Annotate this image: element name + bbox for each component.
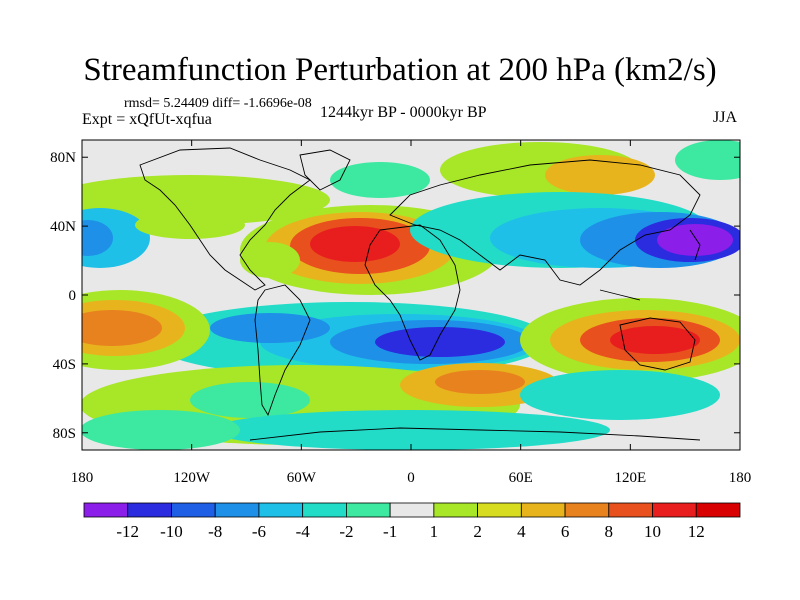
lat-label: 40S	[53, 357, 76, 373]
lon-label: 60W	[287, 470, 317, 486]
lon-label: 180	[71, 470, 94, 486]
colorbar-box	[652, 502, 697, 518]
colorbar-label: 12	[688, 522, 705, 541]
stats-text: rmsd= 5.24409 diff= -1.6696e-08	[124, 96, 312, 111]
australia-coast	[619, 317, 696, 371]
field-blob	[210, 313, 330, 343]
season-label: JJA	[713, 109, 738, 126]
colorbar-label: 1	[430, 522, 439, 541]
field-blob	[657, 224, 733, 256]
colorbar-box	[695, 502, 741, 518]
field-blob	[675, 140, 740, 180]
field-blob	[82, 310, 162, 346]
colorbar-labels: -12 -10 -8 -6 -4 -2 -1 1 2 4 6 8 10 12	[116, 522, 704, 541]
colorbar-label: 2	[473, 522, 482, 541]
colorbar-box	[127, 502, 172, 518]
colorbar-label: -10	[160, 522, 183, 541]
greenland-coast	[299, 149, 351, 191]
south-america-coast	[254, 284, 311, 417]
colorbar-boxes	[83, 502, 741, 518]
colorbar-label: 4	[517, 522, 526, 541]
colorbar-box	[83, 502, 129, 518]
field-blob	[435, 370, 525, 394]
field-blob	[310, 226, 400, 262]
colorbar-box	[258, 502, 304, 518]
field-blob	[520, 370, 720, 420]
indonesia-coast	[599, 289, 641, 301]
colorbar-label: 6	[561, 522, 570, 541]
japan-coast	[689, 229, 701, 261]
period-label: 1244kyr BP - 0000kyr BP	[320, 104, 487, 121]
lat-label: 80S	[53, 426, 76, 442]
colorbar-box	[302, 502, 347, 518]
colorbar-box	[477, 502, 522, 518]
africa-coast	[364, 224, 461, 361]
field-blobs	[82, 140, 740, 450]
lon-label: 180	[729, 470, 752, 486]
colorbar-label: -2	[339, 522, 353, 541]
lat-label: 80N	[50, 150, 76, 166]
antarctica-coast	[249, 427, 701, 441]
lon-label: 60E	[509, 470, 533, 486]
colorbar-label: -6	[252, 522, 266, 541]
experiment-label: Expt = xQfUt-xqfua	[82, 111, 212, 128]
eurasia-coast	[389, 159, 701, 286]
colorbar-box	[564, 502, 610, 518]
colorbar-box	[389, 502, 435, 518]
field-blob	[190, 382, 310, 418]
colorbar-label: 8	[605, 522, 614, 541]
colorbar-label: -12	[116, 522, 139, 541]
field-blob	[210, 410, 610, 450]
field-blob	[82, 220, 113, 256]
colorbar-box	[433, 502, 479, 518]
field-blob	[82, 410, 240, 450]
colorbar-box	[345, 502, 391, 518]
colorbar-label: 10	[644, 522, 661, 541]
axis-labels: 80N 40N 0 40S 80S 180 120W 60W 0 60E 120E 180	[50, 150, 751, 486]
axis-ticks	[81, 140, 741, 450]
lon-label: 120W	[173, 470, 211, 486]
lon-label: 0	[407, 470, 415, 486]
field-blob	[545, 155, 655, 195]
colorbar-box	[214, 502, 260, 518]
north-america-coast	[139, 147, 311, 291]
coastlines	[139, 147, 701, 441]
colorbar-label: -4	[296, 522, 311, 541]
chart-title: Streamfunction Perturbation at 200 hPa (…	[83, 52, 717, 88]
colorbar-box	[520, 502, 566, 518]
lat-label: 40N	[50, 219, 76, 235]
lon-label: 120E	[614, 470, 646, 486]
field-blob	[610, 326, 700, 354]
colorbar-box	[171, 502, 216, 518]
lat-label: 0	[69, 288, 77, 304]
colorbar-label: -1	[383, 522, 397, 541]
colorbar-label: -8	[208, 522, 222, 541]
colorbar-box	[608, 502, 653, 518]
field-blob	[82, 175, 330, 225]
field-blob	[240, 242, 300, 278]
field-blob	[330, 162, 430, 198]
